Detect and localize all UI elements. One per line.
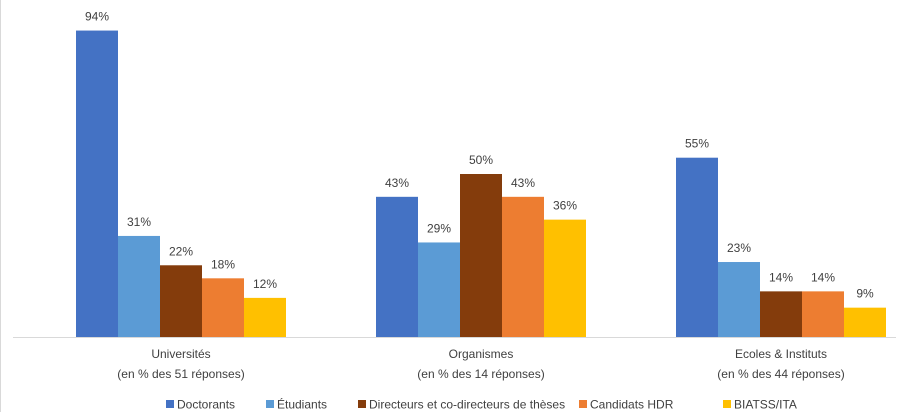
data-label-directeurs-et-co-directeurs-de-theses-1: 22% [169, 244, 193, 258]
bar-candidats-hdr-2 [502, 196, 544, 337]
data-label-etudiants-3: 23% [727, 241, 751, 255]
legend-item-etudiants: Étudiants [266, 397, 327, 412]
legend-label-etudiants: Étudiants [277, 397, 327, 412]
category-labels-layer: Universités (en % des 51 réponses) Organis… [117, 347, 844, 381]
category-label-2: Organismes [449, 347, 514, 361]
legend-item-directeurs-et-co-directeurs-de-theses: Directeurs et co-directeurs de thèses [358, 398, 565, 412]
bar-etudiants-1 [118, 235, 160, 337]
bars-layer [76, 30, 886, 338]
data-label-etudiants-2: 29% [427, 221, 451, 235]
data-labels-layer: 94% 43% 55% 31% 29% 23% 22% 50% 14% 18% 43% 14% 12% 3… [85, 10, 874, 301]
bar-directeurs-et-co-directeurs-de-theses-2 [460, 174, 502, 337]
category-sublabel-1: (en % des 51 réponses) [117, 367, 244, 381]
category-sublabel-2: (en % des 14 réponses) [417, 367, 544, 381]
legend-item-biatss-ita: BIATSS/ITA [723, 398, 797, 412]
legend: Doctorants Étudiants Directeurs et co-dire… [166, 397, 797, 412]
category-sublabel-3: (en % des 44 réponses) [717, 367, 844, 381]
data-label-etudiants-1: 31% [127, 215, 151, 229]
legend-swatch-candidats-hdr [579, 400, 587, 408]
bar-doctorants-3 [676, 157, 718, 337]
data-label-candidats-hdr-3: 14% [811, 270, 835, 284]
legend-label-doctorants: Doctorants [177, 398, 235, 412]
bar-candidats-hdr-1 [202, 278, 244, 337]
bar-directeurs-et-co-directeurs-de-theses-3 [760, 291, 802, 337]
legend-swatch-etudiants [266, 400, 274, 408]
data-label-biatss-ita-3: 9% [856, 287, 874, 301]
bar-biatss-ita-3 [844, 307, 886, 337]
data-label-doctorants-3: 55% [685, 137, 709, 151]
bar-doctorants-1 [76, 30, 118, 338]
bar-biatss-ita-2 [544, 219, 586, 337]
category-label-1: Universités [151, 347, 210, 361]
data-label-directeurs-et-co-directeurs-de-theses-3: 14% [769, 270, 793, 284]
legend-item-doctorants: Doctorants [166, 398, 235, 412]
bar-candidats-hdr-3 [802, 291, 844, 337]
bar-directeurs-et-co-directeurs-de-theses-1 [160, 265, 202, 337]
data-label-doctorants-2: 43% [385, 176, 409, 190]
legend-label-directeurs-et-co-directeurs-de-theses: Directeurs et co-directeurs de thèses [369, 398, 565, 412]
data-label-biatss-ita-2: 36% [553, 199, 577, 213]
legend-swatch-biatss-ita [723, 400, 731, 408]
data-label-candidats-hdr-2: 43% [511, 176, 535, 190]
legend-swatch-directeurs-et-co-directeurs-de-theses [358, 400, 366, 408]
bar-doctorants-2 [376, 196, 418, 337]
category-label-3: Ecoles & Instituts [735, 347, 827, 361]
bar-etudiants-2 [418, 242, 460, 337]
bar-etudiants-3 [718, 262, 760, 337]
legend-item-candidats-hdr: Candidats HDR [579, 398, 674, 412]
data-label-biatss-ita-1: 12% [253, 277, 277, 291]
data-label-doctorants-1: 94% [85, 10, 109, 24]
legend-label-biatss-ita: BIATSS/ITA [734, 398, 797, 412]
legend-swatch-doctorants [166, 400, 174, 408]
data-label-directeurs-et-co-directeurs-de-theses-2: 50% [469, 153, 493, 167]
bar-biatss-ita-1 [244, 297, 286, 337]
data-label-candidats-hdr-1: 18% [211, 257, 235, 271]
legend-label-candidats-hdr: Candidats HDR [590, 398, 674, 412]
